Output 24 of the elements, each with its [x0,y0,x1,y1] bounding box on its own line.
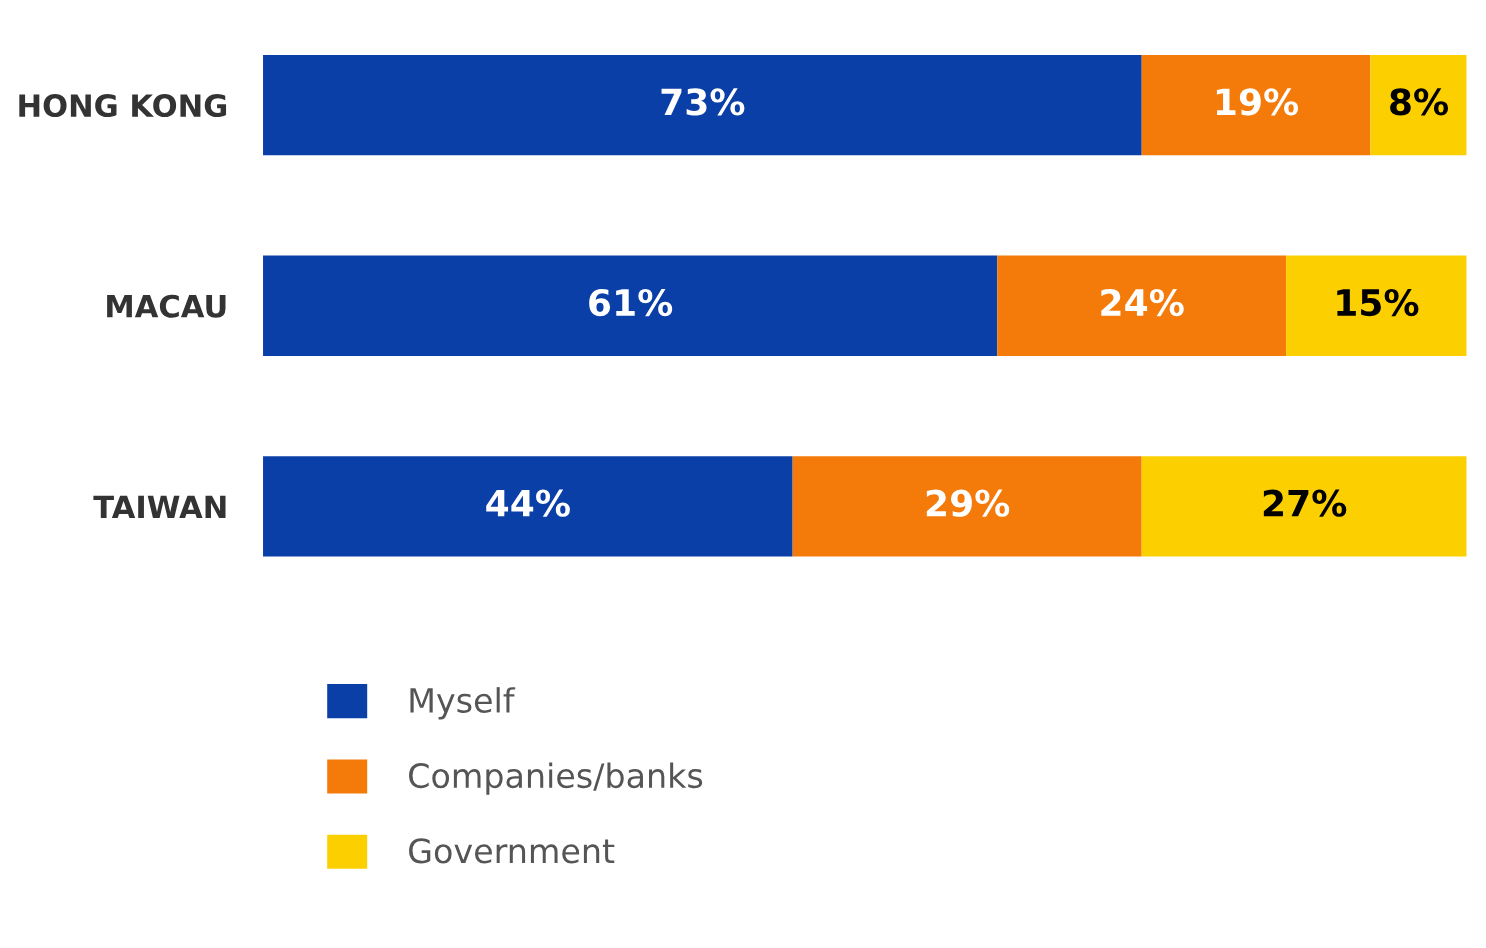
data-label: 19% [1216,88,1299,116]
legend-label: Government [409,838,615,864]
data-label: 8% [1390,88,1449,116]
bar [792,456,1142,557]
bar [1286,255,1467,356]
bar [1370,54,1467,156]
bar [997,255,1287,356]
y-tick-label: HONG KONG [19,94,227,118]
data-label: 44% [486,489,570,517]
y-tick-label: TAIWAN [93,495,226,518]
y-tick-label: MACAU [107,294,226,318]
bar [263,456,793,557]
bar [1141,456,1467,557]
data-label: 61% [589,288,673,317]
data-label: 15% [1337,288,1419,317]
bar [1141,54,1371,156]
data-label: 24% [1101,288,1184,317]
legend-label: Myself [410,687,516,720]
data-label: 29% [926,489,1010,517]
data-label: 27% [1263,489,1347,517]
legend-label: Companies/banks [409,762,703,795]
data-label: 73% [661,88,745,116]
bar [263,54,1142,156]
bar [263,255,998,356]
